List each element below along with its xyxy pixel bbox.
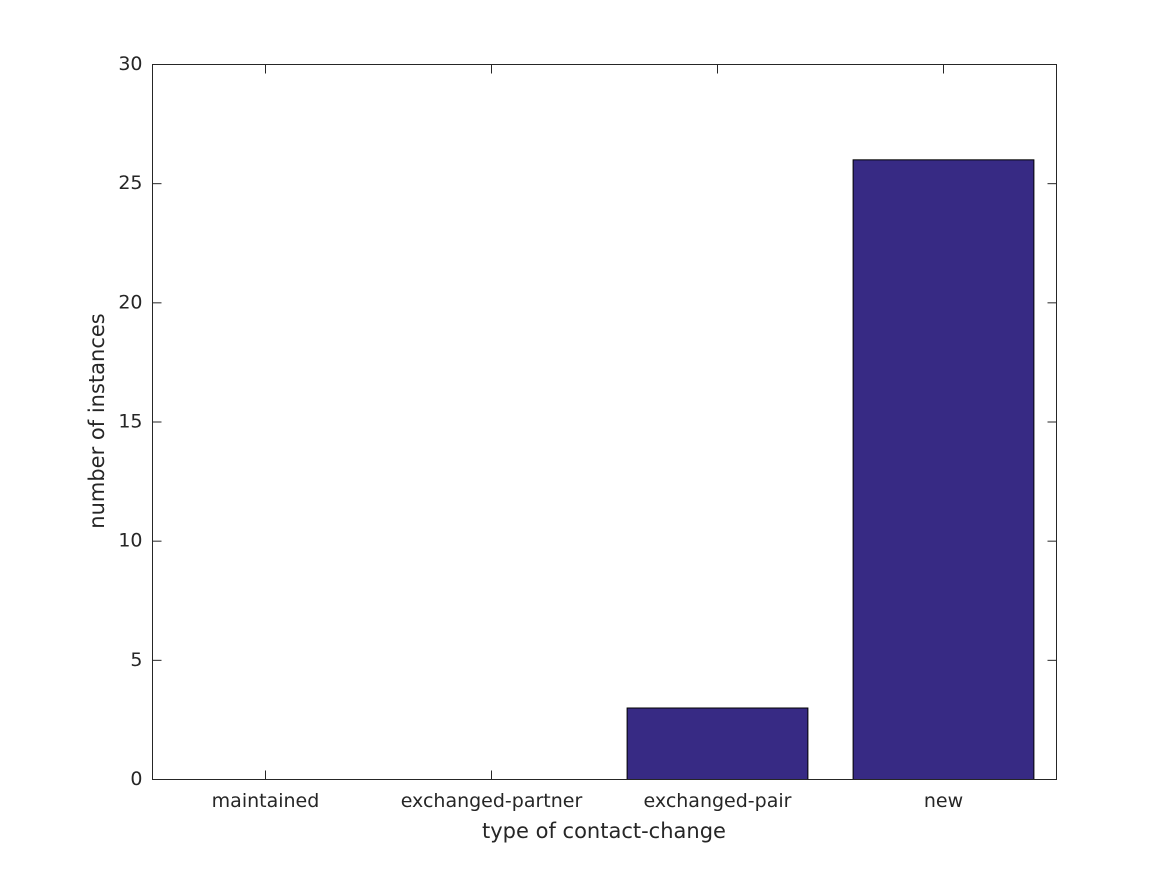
x-tick-label: exchanged-pair xyxy=(644,790,792,812)
y-tick-label: 20 xyxy=(118,291,142,313)
x-tick-label: exchanged-partner xyxy=(401,790,583,812)
bar xyxy=(852,159,1035,781)
y-tick-label: 15 xyxy=(118,411,142,433)
plot-frame xyxy=(152,64,1057,780)
y-tick-label: 0 xyxy=(130,768,142,790)
y-tick-label: 30 xyxy=(118,53,142,75)
x-tick-label: new xyxy=(924,790,963,812)
y-tick-label: 10 xyxy=(118,530,142,552)
y-tick-label: 25 xyxy=(118,172,142,194)
x-axis-label: type of contact-change xyxy=(482,819,726,843)
x-tick-label: maintained xyxy=(212,790,320,812)
y-axis-label: number of instances xyxy=(85,313,109,528)
bar xyxy=(626,707,809,780)
y-tick-label: 5 xyxy=(130,649,142,671)
